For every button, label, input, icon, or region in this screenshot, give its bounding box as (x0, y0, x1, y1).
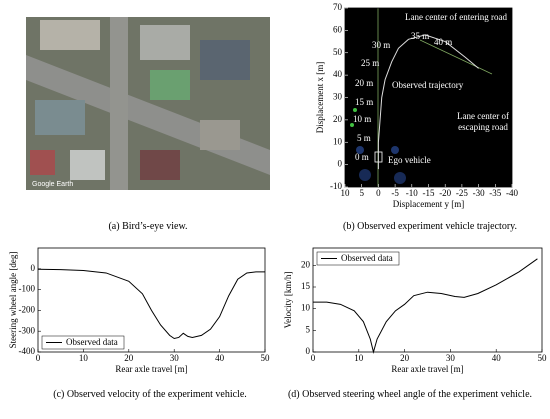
annotation: 0 m (355, 152, 369, 162)
y-axis-label: Steering wheel angle [deg] (8, 252, 18, 349)
annotation: 10 m (353, 114, 371, 124)
y-tick-label: 0 (338, 159, 343, 169)
y-tick-label: 50 (333, 47, 343, 57)
caption: (c) Observed velocity of the experiment … (53, 389, 247, 400)
legend-box (41, 335, 125, 350)
caption-box: (a) Bird’s-eye view. (108, 221, 188, 232)
x-tick-label: 0 (36, 353, 41, 363)
data-line (37, 268, 265, 340)
y-tick-label: 20 (333, 114, 343, 124)
y-tick-label: 15 (301, 281, 311, 291)
annotation: 15 m (355, 97, 373, 107)
x-tick-label: -35 (489, 188, 501, 198)
plot-frame (312, 247, 543, 353)
x-tick-label: -30 (473, 188, 485, 198)
x-tick-label: 40 (215, 353, 225, 363)
y-tick-label: 10 (333, 136, 343, 146)
y-axis-label: Displacement x [m] (315, 62, 325, 133)
x-tick-label: 10 (79, 353, 89, 363)
x-tick-label: 20 (400, 353, 410, 363)
caption-box: (d) Observed steering wheel angle of the… (287, 389, 533, 400)
caption-box: (b) Observed experiment vehicle trajecto… (343, 221, 517, 232)
x-tick-label: 10 (354, 353, 364, 363)
y-tick-label: 20 (301, 259, 311, 269)
annotation: Lane center of entering road (405, 12, 507, 22)
caption: (d) Observed steering wheel angle of the… (287, 389, 533, 400)
y-tick-label: 30 (333, 92, 343, 102)
y-tick-label: 70 (333, 2, 343, 12)
y-tick-label: 5 (306, 324, 311, 334)
annotation: 25 m (361, 58, 379, 68)
annotation: Lane center of escaping road (457, 111, 509, 132)
annotation: 30 m (372, 40, 390, 50)
x-tick-label: 30 (170, 353, 180, 363)
annotation: 5 m (357, 133, 371, 143)
watermark: Google Earth (32, 181, 73, 188)
data-line (377, 34, 479, 170)
legend-label: Observed data (66, 337, 118, 347)
y-tick-label: -100 (19, 284, 36, 294)
annotation: 20 m (355, 78, 373, 88)
x-axis-label: Rear axle travel [m] (391, 364, 463, 374)
annotation: Ego vehicle (388, 155, 431, 165)
x-tick-label: 0 (376, 188, 381, 198)
lane-center-escaping (419, 39, 493, 75)
x-tick-label: 20 (124, 353, 134, 363)
data-line (313, 258, 538, 354)
x-tick-label: 50 (261, 353, 271, 363)
x-axis-label: Displacement y [m] (393, 199, 464, 209)
x-tick-label: 0 (311, 353, 316, 363)
y-tick-label: -400 (19, 346, 36, 356)
y-axis-label: Velocity [km/h] (283, 272, 293, 329)
annotation-box: Lane center of escaping road (457, 111, 509, 132)
x-tick-label: -5 (391, 188, 399, 198)
y-tick-label: -10 (330, 181, 342, 191)
y-tick-label: -300 (19, 325, 36, 335)
x-tick-label: 50 (538, 353, 548, 363)
x-tick-label: -40 (506, 188, 518, 198)
annotation: 40 m (434, 37, 452, 47)
aerial-photo: Google Earth (26, 17, 270, 190)
plot-frame (37, 247, 266, 353)
x-tick-label: 5 (359, 188, 364, 198)
x-tick-label: -20 (439, 188, 451, 198)
y-tick-label: -200 (19, 304, 36, 314)
annotation: 35 m (411, 31, 429, 41)
y-tick-label: 60 (333, 24, 343, 34)
caption: (a) Bird’s-eye view. (108, 221, 188, 232)
x-tick-label: 40 (492, 353, 502, 363)
x-tick-label: 10 (341, 188, 351, 198)
lidar-background (345, 8, 512, 187)
y-tick-label: 0 (306, 346, 311, 356)
legend-label: Observed data (341, 253, 393, 263)
lidar-points (350, 108, 406, 184)
y-tick-label: 0 (31, 263, 36, 273)
annotation: Observed trajectory (392, 80, 464, 90)
caption: (b) Observed experiment vehicle trajecto… (343, 221, 517, 232)
x-axis-label: Rear axle travel [m] (115, 364, 187, 374)
x-tick-label: 30 (446, 353, 456, 363)
caption-box: (c) Observed velocity of the experiment … (53, 389, 247, 400)
x-tick-label: -10 (406, 188, 418, 198)
y-tick-label: 40 (333, 69, 343, 79)
x-tick-label: -25 (456, 188, 468, 198)
legend-box (316, 251, 400, 266)
y-tick-label: 10 (301, 303, 311, 313)
x-tick-label: -15 (423, 188, 435, 198)
